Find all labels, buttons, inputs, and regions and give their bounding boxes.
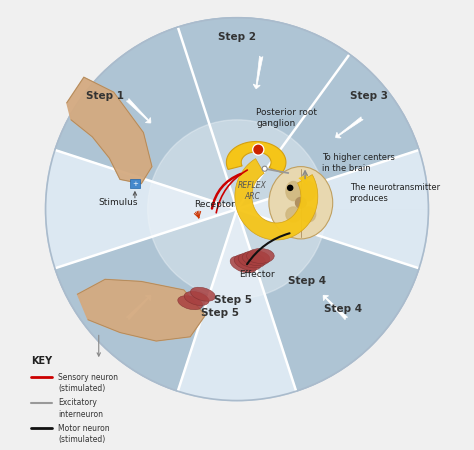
Text: Excitatory
interneuron: Excitatory interneuron	[58, 398, 103, 418]
Wedge shape	[55, 209, 237, 391]
Polygon shape	[235, 158, 318, 240]
Circle shape	[254, 145, 263, 154]
Ellipse shape	[286, 207, 301, 222]
Ellipse shape	[184, 292, 209, 306]
Ellipse shape	[286, 181, 301, 201]
Text: Sensory neuron
(stimulated): Sensory neuron (stimulated)	[58, 373, 118, 393]
Text: Step 5: Step 5	[214, 295, 252, 305]
Text: The neurotransmitter
produces: The neurotransmitter produces	[350, 183, 440, 202]
Wedge shape	[237, 209, 419, 391]
Polygon shape	[67, 77, 152, 184]
Ellipse shape	[301, 181, 316, 201]
Ellipse shape	[238, 252, 265, 268]
Text: Posterior root
ganglion: Posterior root ganglion	[256, 108, 317, 128]
Text: +: +	[132, 180, 138, 187]
Text: Step 4: Step 4	[288, 275, 326, 286]
Text: Motor neuron
(stimulated): Motor neuron (stimulated)	[58, 424, 110, 444]
Ellipse shape	[230, 256, 256, 273]
Circle shape	[288, 185, 293, 190]
Wedge shape	[46, 150, 237, 268]
Ellipse shape	[246, 248, 274, 263]
Text: Step 4: Step 4	[324, 304, 363, 314]
Ellipse shape	[178, 296, 203, 310]
Text: Receptor: Receptor	[194, 200, 235, 209]
Text: Step 1: Step 1	[86, 91, 124, 101]
Text: Stimulus: Stimulus	[98, 198, 137, 207]
Wedge shape	[55, 27, 237, 209]
Polygon shape	[77, 279, 205, 341]
Wedge shape	[237, 54, 419, 209]
Text: Step 2: Step 2	[218, 32, 256, 42]
Wedge shape	[237, 209, 428, 268]
Wedge shape	[178, 209, 296, 400]
Wedge shape	[178, 18, 349, 209]
Ellipse shape	[269, 166, 333, 239]
Text: Effector: Effector	[239, 270, 275, 279]
Circle shape	[262, 166, 267, 171]
Ellipse shape	[234, 254, 261, 270]
Polygon shape	[227, 141, 286, 173]
Circle shape	[46, 18, 428, 400]
Text: REFLEX
ARC: REFLEX ARC	[237, 181, 266, 201]
Ellipse shape	[242, 251, 270, 266]
Text: Step 5: Step 5	[201, 308, 239, 318]
FancyBboxPatch shape	[129, 180, 140, 188]
Wedge shape	[237, 150, 428, 209]
Ellipse shape	[191, 287, 215, 301]
Circle shape	[148, 120, 326, 298]
Text: To higher centers
in the brain: To higher centers in the brain	[322, 153, 395, 173]
Ellipse shape	[301, 207, 316, 222]
Text: Step 3: Step 3	[350, 91, 388, 101]
Circle shape	[295, 198, 306, 208]
Circle shape	[253, 144, 264, 155]
Text: KEY: KEY	[31, 356, 52, 366]
